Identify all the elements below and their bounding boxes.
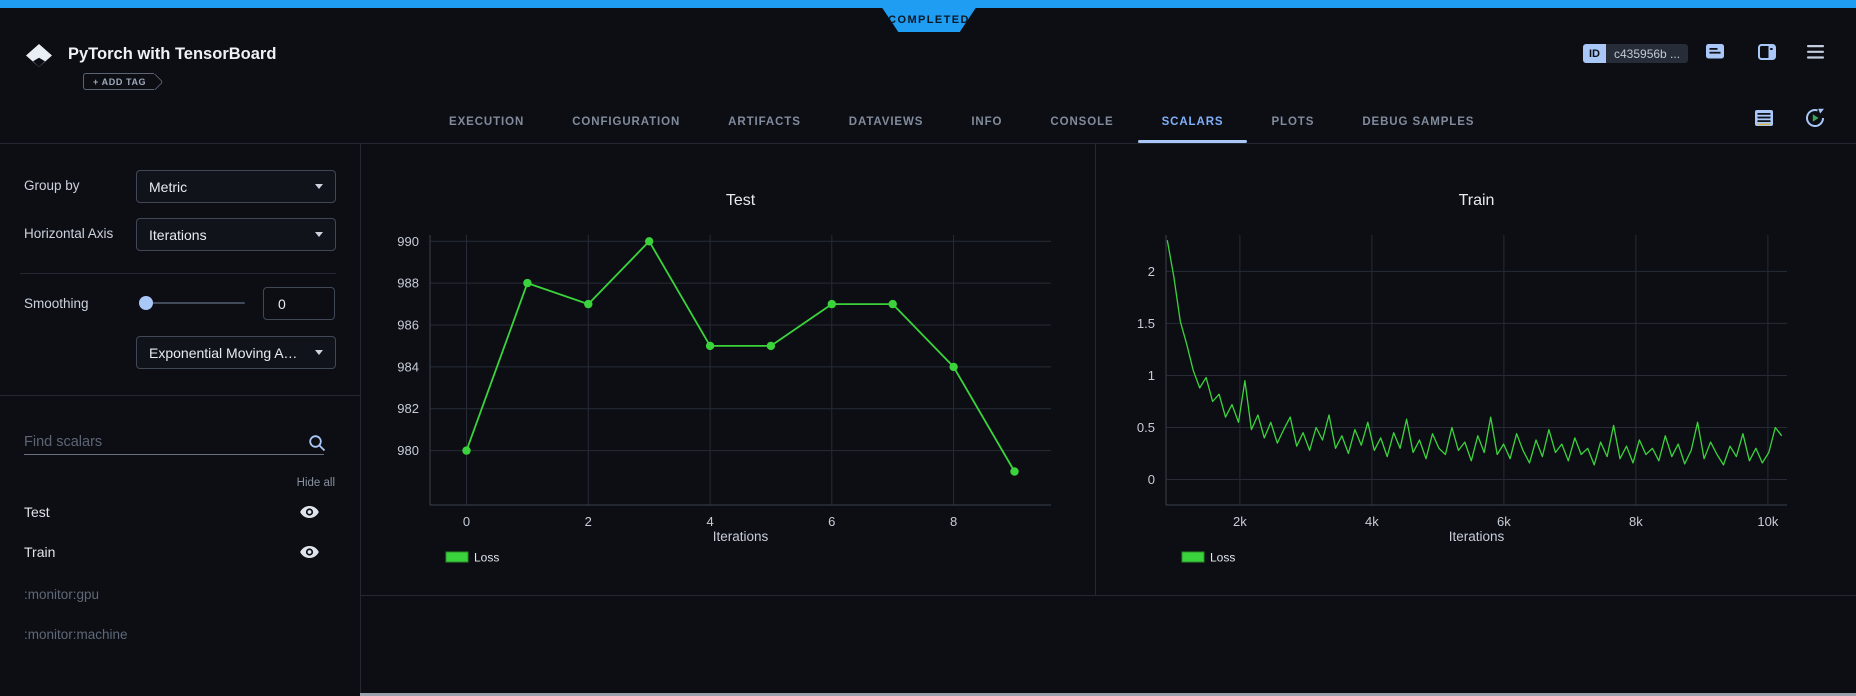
svg-text:4: 4: [706, 514, 713, 529]
group-by-label: Group by: [24, 178, 80, 193]
tab-bar: EXECUTION CONFIGURATION ARTIFACTS DATAVIEWS…: [425, 100, 1498, 143]
id-value[interactable]: c435956b ...: [1606, 44, 1689, 63]
smoothing-slider-track[interactable]: [140, 302, 245, 304]
menu-icon[interactable]: [1807, 45, 1824, 64]
svg-text:10k: 10k: [1757, 514, 1778, 529]
test-chart[interactable]: 980 982 984 986 988 990 0 2 4 6 8 Test Iterations Los…: [360, 143, 1095, 595]
metric-label: Train: [24, 544, 56, 560]
search-icon[interactable]: [308, 434, 326, 457]
add-tag-button[interactable]: + ADD TAG: [83, 73, 155, 90]
svg-text:Iterations: Iterations: [1449, 529, 1505, 544]
sidebar-section-divider: [20, 273, 336, 274]
tab-info[interactable]: INFO: [971, 115, 1003, 128]
metric-label: :monitor:machine: [24, 626, 128, 642]
svg-text:1.5: 1.5: [1137, 316, 1155, 331]
svg-text:984: 984: [397, 359, 419, 374]
svg-text:6: 6: [828, 514, 835, 529]
svg-text:986: 986: [397, 318, 419, 333]
svg-text:8k: 8k: [1629, 514, 1643, 529]
smoothing-type-select[interactable]: Exponential Moving Av...: [136, 336, 336, 369]
smoothing-type-value: Exponential Moving Av...: [149, 344, 299, 361]
tab-plots[interactable]: PLOTS: [1271, 115, 1315, 128]
chart-row-divider: [360, 595, 1856, 596]
status-badge: COMPLETED: [881, 7, 977, 32]
metric-row-test[interactable]: Test: [0, 492, 360, 532]
svg-text:6k: 6k: [1497, 514, 1511, 529]
sidebar-divider: [360, 143, 361, 696]
svg-text:980: 980: [397, 443, 419, 458]
tab-debug-samples[interactable]: DEBUG SAMPLES: [1362, 115, 1475, 128]
horizontal-axis-label: Horizontal Axis: [24, 226, 114, 241]
svg-text:982: 982: [397, 401, 419, 416]
horizontal-axis-value: Iterations: [149, 226, 207, 243]
metric-label: Test: [24, 504, 50, 520]
tab-configuration[interactable]: CONFIGURATION: [572, 115, 681, 128]
metric-row-monitor-machine[interactable]: :monitor:machine: [0, 614, 360, 654]
metric-row-train[interactable]: Train: [0, 532, 360, 572]
smoothing-value-input[interactable]: [263, 287, 335, 320]
smoothing-slider-handle[interactable]: [139, 296, 153, 310]
svg-text:0.5: 0.5: [1137, 420, 1155, 435]
clearml-logo-icon: [26, 44, 52, 72]
svg-text:990: 990: [397, 234, 419, 249]
table-view-icon[interactable]: [1755, 110, 1773, 131]
tab-dataviews[interactable]: DATAVIEWS: [848, 115, 924, 128]
svg-text:2k: 2k: [1233, 514, 1247, 529]
top-status-bar: [0, 0, 1856, 8]
visibility-eye-icon[interactable]: [300, 506, 319, 519]
svg-text:2: 2: [1148, 264, 1155, 279]
tab-execution[interactable]: EXECUTION: [449, 115, 525, 128]
find-scalars-input[interactable]: [24, 433, 324, 455]
content-top-border: [0, 143, 1856, 144]
chevron-down-icon: [315, 232, 323, 237]
svg-text:1: 1: [1148, 368, 1155, 383]
horizontal-axis-select[interactable]: Iterations: [136, 218, 336, 251]
svg-text:2: 2: [585, 514, 592, 529]
chevron-down-icon: [315, 184, 323, 189]
svg-text:0: 0: [1148, 472, 1155, 487]
smoothing-label: Smoothing: [24, 296, 89, 311]
id-label: ID: [1583, 44, 1606, 63]
chevron-down-icon: [315, 350, 323, 355]
visibility-eye-icon[interactable]: [300, 546, 319, 559]
tab-console[interactable]: CONSOLE: [1050, 115, 1114, 128]
tab-scalars[interactable]: SCALARS: [1137, 100, 1248, 143]
svg-text:8: 8: [950, 514, 957, 529]
svg-text:4k: 4k: [1365, 514, 1379, 529]
svg-text:0: 0: [463, 514, 470, 529]
hide-all-link[interactable]: Hide all: [296, 477, 335, 489]
side-panel-icon[interactable]: [1758, 44, 1776, 65]
experiment-title: PyTorch with TensorBoard: [68, 45, 277, 63]
group-by-value: Metric: [149, 178, 188, 195]
train-chart[interactable]: 0 0.5 1 1.5 2 2k 4k 6k 8k 10k Train Iterations Loss: [1096, 143, 1831, 595]
sidebar-section-divider: [0, 395, 360, 396]
svg-text:Test: Test: [726, 192, 756, 209]
svg-text:Loss: Loss: [1210, 551, 1235, 565]
horizontal-scrollbar[interactable]: [360, 693, 1856, 696]
svg-text:Train: Train: [1459, 192, 1495, 209]
group-by-select[interactable]: Metric: [136, 170, 336, 203]
svg-text:988: 988: [397, 276, 419, 291]
metric-row-monitor-gpu[interactable]: :monitor:gpu: [0, 574, 360, 614]
tab-artifacts[interactable]: ARTIFACTS: [728, 115, 801, 128]
experiment-id-badge[interactable]: ID c435956b ...: [1583, 44, 1689, 63]
comment-icon[interactable]: [1706, 44, 1724, 65]
metric-label: :monitor:gpu: [24, 586, 100, 602]
auto-refresh-icon[interactable]: [1805, 108, 1825, 133]
chart-panel-divider: [1095, 143, 1096, 595]
svg-text:Loss: Loss: [474, 551, 499, 565]
svg-text:Iterations: Iterations: [713, 529, 769, 544]
